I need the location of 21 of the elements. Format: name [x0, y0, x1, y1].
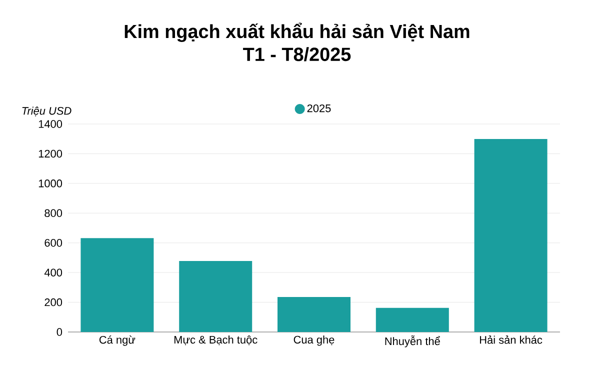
y-tick-label: 1000 [38, 180, 62, 188]
y-tick-label: 400 [44, 268, 62, 276]
y-tick-label: 0 [56, 328, 62, 336]
y-tick-label: 1400 [38, 120, 62, 128]
bar [376, 308, 449, 332]
y-tick-label: 200 [44, 298, 62, 306]
legend-label: 2025 [307, 104, 331, 112]
x-tick-label: Nhuyễn thể [385, 336, 440, 348]
y-tick-label: 600 [44, 238, 62, 247]
y-tick-label: 800 [44, 209, 62, 218]
y-tick-label: 1200 [38, 150, 62, 158]
bar [278, 296, 351, 332]
x-tick-label: Cua ghẹ [294, 336, 334, 346]
x-tick-label: Cá ngừ [99, 336, 136, 346]
y-axis-title: Triệu USD [22, 106, 72, 116]
bar [80, 238, 154, 332]
bar [179, 260, 252, 332]
bar [474, 139, 548, 332]
x-tick-label: Mực & Bạch tuộc [174, 336, 258, 346]
x-tick-label: Hải sản khác [480, 336, 542, 344]
chart-title: Kim ngạch xuất khẩu hải sản Việt Nam T1 - T8/2025 [124, 22, 470, 62]
